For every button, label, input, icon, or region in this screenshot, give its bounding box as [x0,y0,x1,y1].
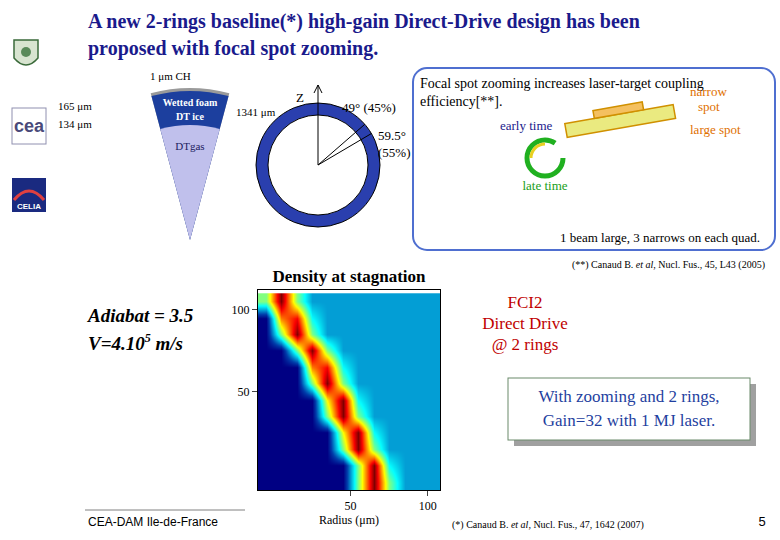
svg-text:FCI2: FCI2 [508,293,543,312]
svg-text:165 μm: 165 μm [58,100,92,112]
svg-text:100: 100 [232,303,250,317]
svg-text:DTgas: DTgas [175,140,204,152]
svg-text:(*) Canaud B. et al, Nucl. Fus: (*) Canaud B. et al, Nucl. Fus., 47, 164… [452,519,644,531]
svg-text:Wetted foam: Wetted foam [163,97,218,108]
svg-text:large spot: large spot [690,122,741,137]
svg-text:Density at stagnation: Density at stagnation [272,267,426,286]
svg-text:efficiency[**].: efficiency[**]. [420,94,503,109]
svg-text:Focal spot zooming increases l: Focal spot zooming increases laser-targe… [420,76,704,91]
svg-text:early time: early time [500,118,553,133]
svg-text:Gain=32 with 1 MJ laser.: Gain=32 with 1 MJ laser. [543,411,716,430]
svg-text:spot: spot [698,99,720,114]
svg-text:cea: cea [14,116,45,136]
svg-text:CEA-DAM Ile-de-France: CEA-DAM Ile-de-France [88,515,218,529]
svg-text:(**) Canaud B. et al, Nucl. Fu: (**) Canaud B. et al, Nucl. Fus., 45, L4… [572,259,765,271]
svg-text:Direct Drive: Direct Drive [482,314,567,333]
svg-text:CELIA: CELIA [17,202,41,211]
svg-text:Radius (μm): Radius (μm) [319,513,379,527]
svg-text:1 μm CH: 1 μm CH [150,70,191,82]
svg-text:Z: Z [296,90,304,105]
svg-text:Adiabat = 3.5: Adiabat = 3.5 [87,305,194,326]
svg-text:narrow: narrow [690,84,727,99]
svg-text:134 μm: 134 μm [58,118,92,130]
svg-text:With zooming and 2 rings,: With zooming and 2 rings, [538,387,719,406]
svg-text:5: 5 [758,514,765,529]
svg-text:1341 μm: 1341 μm [236,106,276,118]
svg-text:(55%): (55%) [378,145,411,160]
svg-text:A new 2-rings baseline(*) high: A new 2-rings baseline(*) high-gain Dire… [88,10,640,33]
svg-text:1 beam large, 3 narrows on eac: 1 beam large, 3 narrows on each quad. [560,230,760,245]
svg-text:proposed with focal spot zoomi: proposed with focal spot zooming. [88,37,378,60]
svg-text:100: 100 [419,499,437,513]
svg-text:59.5°: 59.5° [378,128,406,143]
svg-text:late time: late time [522,178,567,193]
svg-text:50: 50 [238,385,250,399]
svg-text:V=4.105 m/s: V=4.105 m/s [88,331,183,354]
svg-text:DT ice: DT ice [176,111,204,122]
svg-text:50: 50 [345,499,357,513]
svg-text:49° (45%): 49° (45%) [342,100,396,115]
svg-text:@ 2 rings: @ 2 rings [492,335,559,354]
